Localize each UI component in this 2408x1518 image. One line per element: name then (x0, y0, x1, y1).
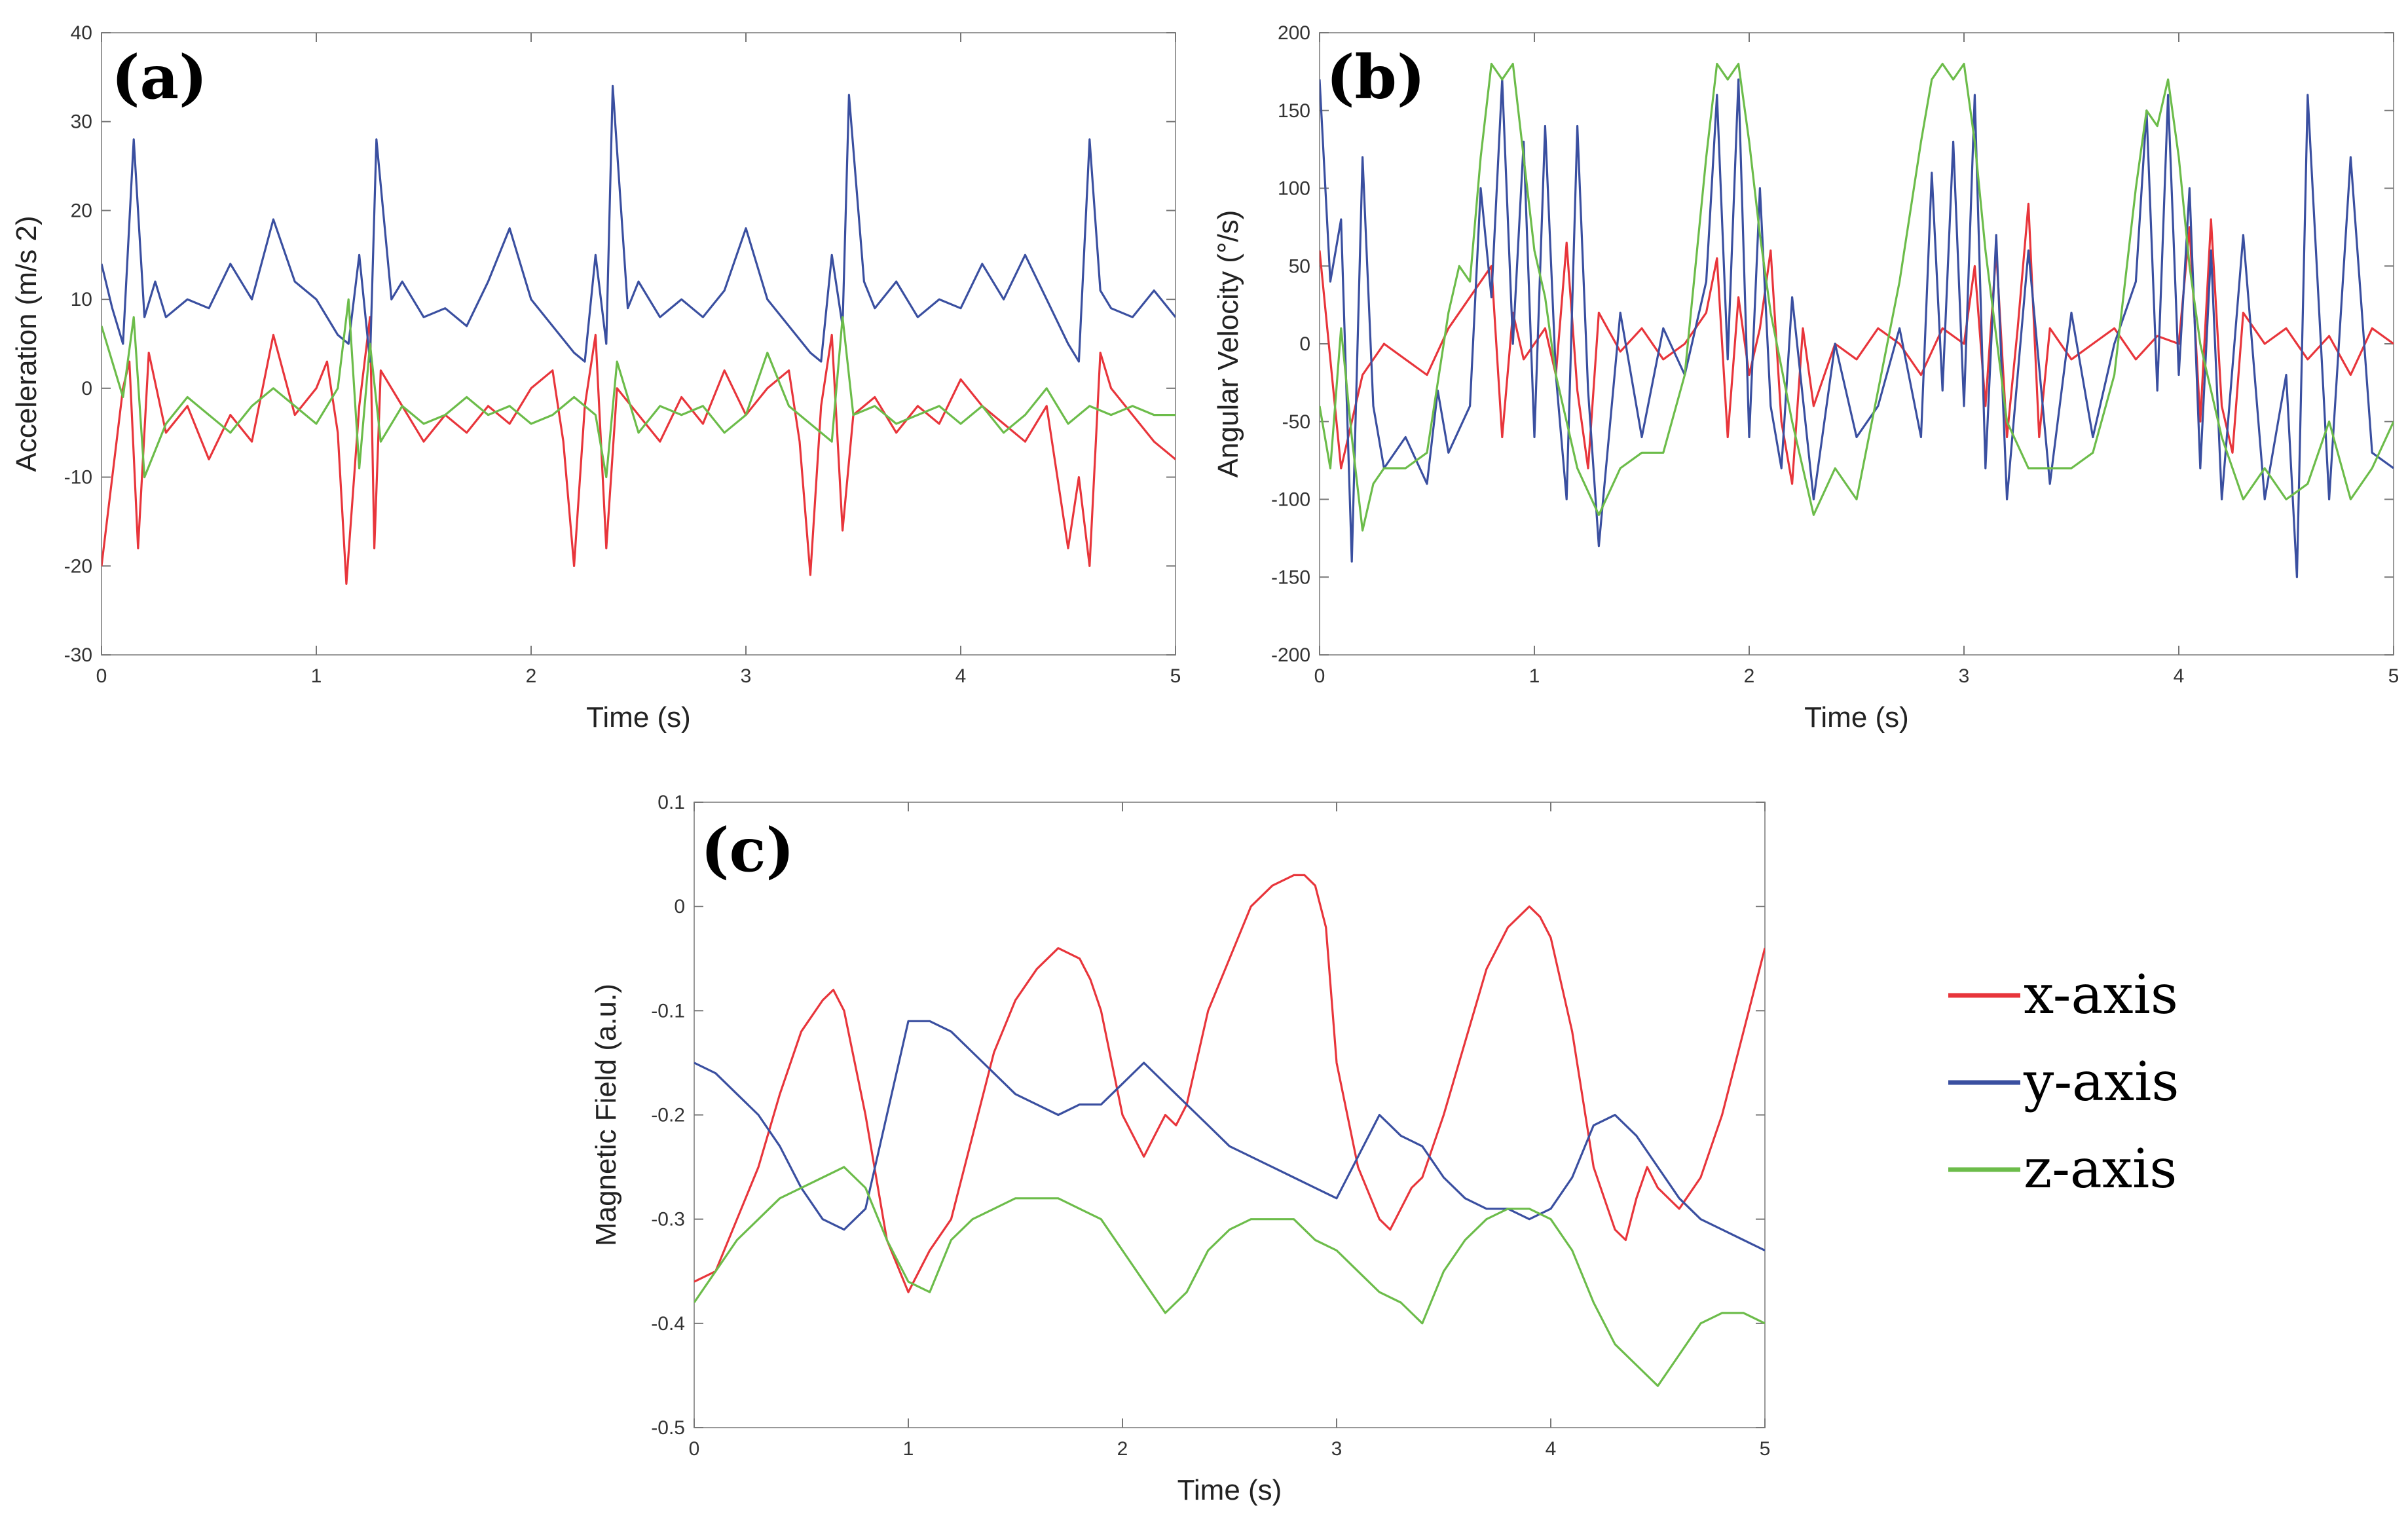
series-line-y-axis (694, 1020, 1765, 1251)
plot-area-frame (101, 32, 1176, 656)
y-tick-label: 20 (71, 200, 92, 221)
series-line-z-axis (1320, 62, 2394, 532)
y-tick-label: 40 (71, 22, 92, 44)
legend-label-y-axis: y-axis (2023, 1051, 2179, 1113)
legend-label-x-axis: x-axis (2024, 964, 2178, 1026)
y-tick-label: -0.4 (651, 1313, 685, 1335)
y-tick-label: -200 (1271, 644, 1310, 666)
x-axis-label: Time (s) (1804, 701, 1909, 733)
y-tick-label: -0.3 (651, 1209, 685, 1231)
y-tick-label: 10 (71, 289, 92, 310)
y-tick-label: 150 (1278, 100, 1310, 122)
chart-panel-a: 0 1 2 3 4 5 -30 -20 -10 0 10 20 30 40 Time (s) Accelera… (10, 22, 1181, 733)
x-tick-label: 0 (689, 1438, 700, 1460)
x-tick-label: 5 (2388, 665, 2399, 687)
series-line-y-axis (102, 84, 1176, 363)
panel-label: (a) (111, 42, 208, 113)
y-tick-label: 50 (1289, 255, 1310, 277)
x-tick-label: 2 (526, 665, 537, 687)
panel-label: (b) (1326, 42, 1425, 113)
plot-area-frame (694, 802, 1766, 1428)
x-tick-label: 1 (903, 1438, 914, 1460)
y-tick-label: -150 (1271, 566, 1310, 588)
x-tick-label: 4 (2174, 665, 2185, 687)
y-tick-label: 200 (1278, 22, 1310, 44)
y-tick-label: 30 (71, 111, 92, 133)
series-line-z-axis (694, 1166, 1765, 1387)
y-tick-label: -10 (64, 467, 92, 489)
y-axis-label: Magnetic Field (a.u.) (590, 984, 622, 1246)
series-line-x-axis (1320, 202, 2394, 485)
x-axis-label: Time (s) (1177, 1474, 1282, 1506)
x-tick-label: 5 (1760, 1438, 1771, 1460)
legend: x-axis y-axis z-axis (1948, 964, 2179, 1200)
x-tick-label: 1 (1529, 665, 1540, 687)
y-tick-label: -50 (1282, 411, 1310, 433)
plot-area-frame (1319, 32, 2394, 656)
x-tick-label: 3 (1331, 1438, 1343, 1460)
y-tick-label: 0 (1299, 333, 1310, 355)
y-tick-label: -30 (64, 644, 92, 666)
x-tick-label: 0 (1314, 665, 1325, 687)
x-tick-label: 2 (1117, 1438, 1128, 1460)
series-line-x-axis (102, 316, 1176, 585)
y-tick-label: -0.2 (651, 1105, 685, 1126)
y-tick-label: 100 (1278, 178, 1310, 200)
x-tick-label: 0 (96, 665, 107, 687)
y-axis-label: Angular Velocity (°/s) (1212, 210, 1244, 478)
legend-label-z-axis: z-axis (2024, 1138, 2177, 1200)
y-tick-label: -100 (1271, 489, 1310, 511)
y-tick-label: -0.1 (651, 1000, 685, 1022)
y-tick-label: 0 (81, 378, 92, 399)
x-tick-label: 4 (955, 665, 967, 687)
series-line-z-axis (102, 298, 1176, 479)
chart-panel-b: 0 1 2 3 4 5 -200 -150 -100 -50 0 50 100 150 200 Time (s… (1212, 22, 2399, 733)
x-tick-label: 4 (1546, 1438, 1557, 1460)
series-line-y-axis (1320, 78, 2394, 578)
x-tick-label: 1 (311, 665, 322, 687)
chart-panel-c: 0 1 2 3 4 5 -0.5 -0.4 -0.3 -0.2 -0.1 0 0.1 Time (s) Ma… (590, 792, 1770, 1506)
y-tick-label: 0.1 (658, 792, 685, 813)
y-tick-label: -0.5 (651, 1417, 685, 1439)
x-tick-label: 2 (1744, 665, 1755, 687)
x-tick-label: 3 (741, 665, 752, 687)
panel-label: (c) (701, 815, 794, 885)
x-tick-label: 5 (1170, 665, 1181, 687)
y-tick-label: 0 (674, 896, 685, 917)
x-axis-label: Time (s) (586, 701, 691, 733)
y-axis-label: Acceleration (m/s 2) (10, 215, 43, 472)
x-tick-label: 3 (1959, 665, 1970, 687)
y-tick-label: -20 (64, 555, 92, 577)
